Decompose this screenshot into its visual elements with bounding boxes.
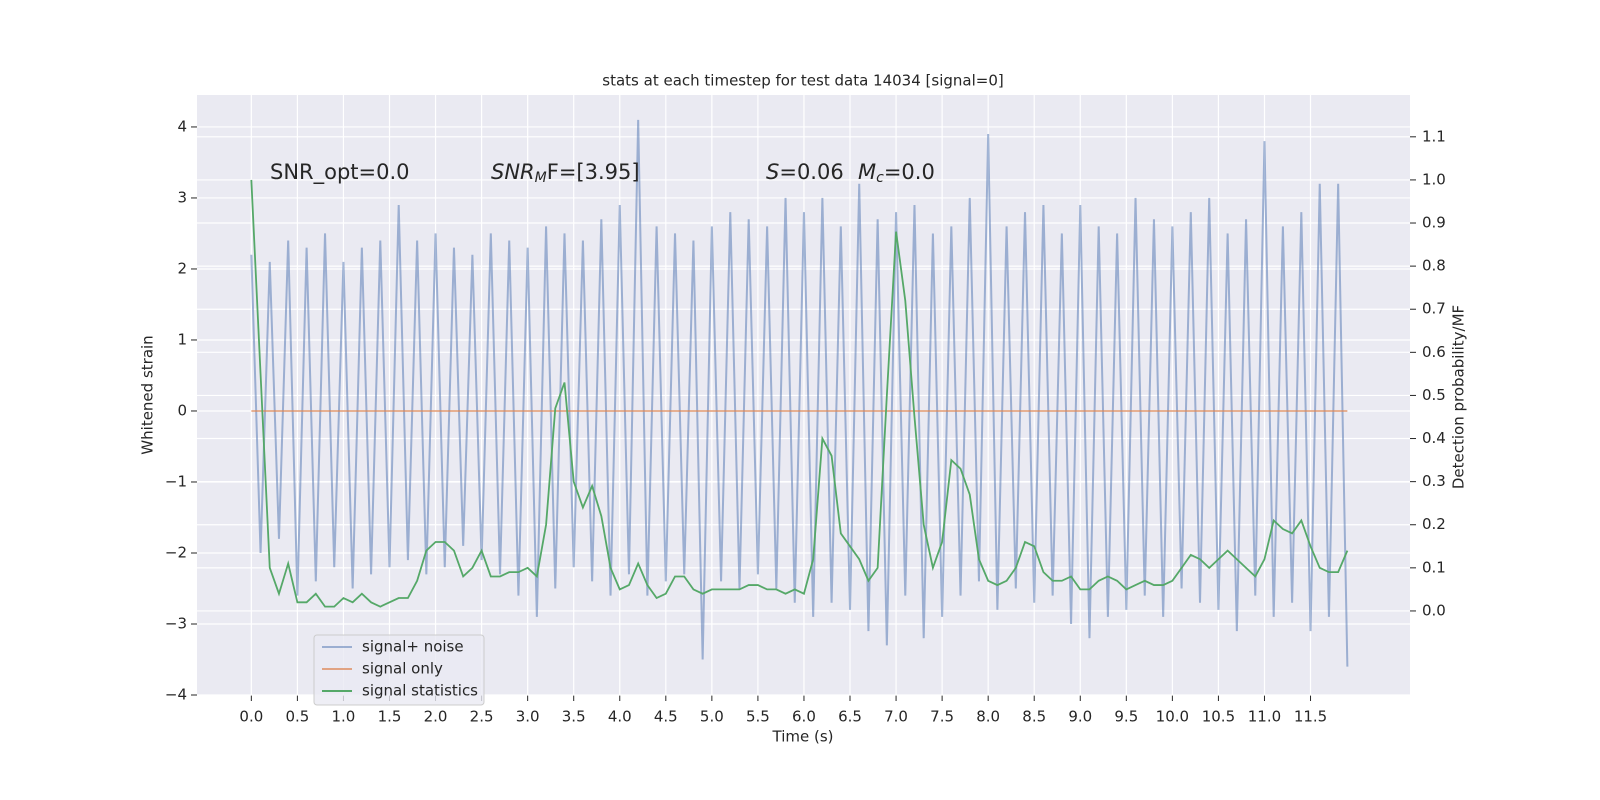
- annotation-sub: M: [535, 170, 547, 186]
- legend-label: signal+ noise: [362, 638, 464, 656]
- x-tick-label: 11.5: [1294, 708, 1327, 726]
- y-tick-label: −1: [165, 472, 187, 490]
- annotation-base: M: [858, 160, 876, 184]
- legend-box: [313, 634, 485, 706]
- x-tick-label: 6.0: [792, 708, 816, 726]
- x-tick-label: 9.0: [1068, 708, 1092, 726]
- y-tick-label: −2: [165, 543, 187, 561]
- x-tick-label: 0.0: [239, 708, 263, 726]
- x-tick-label: 2.5: [470, 708, 494, 726]
- annotation-rest: =0.0: [884, 160, 935, 184]
- x-tick-label: 4.5: [654, 708, 678, 726]
- chart-title: stats at each timestep for test data 140…: [602, 72, 1003, 90]
- x-axis-label: Time (s): [772, 728, 834, 746]
- annotation-base: SNR: [491, 160, 535, 184]
- legend-label: signal only: [362, 660, 443, 678]
- series-line: [250, 119, 1349, 667]
- annotation: SNR_opt=0.0: [270, 160, 410, 185]
- y-tick-label: 4: [177, 117, 187, 135]
- y2-tick-label: 1.0: [1422, 170, 1446, 188]
- x-tick-label: 1.0: [332, 708, 356, 726]
- annotation: Mc=0.0: [858, 160, 935, 186]
- y2-tick-label: 0.9: [1422, 214, 1446, 232]
- y2-tick-label: 0.1: [1422, 558, 1446, 576]
- x-tick-label: 8.5: [1022, 708, 1046, 726]
- x-tick-label: 8.0: [976, 708, 1000, 726]
- y2-tick-label: 1.1: [1422, 127, 1446, 145]
- x-tick-label: 2.0: [424, 708, 448, 726]
- y2-tick-label: 0.5: [1422, 386, 1446, 404]
- annotation: S=0.06: [766, 160, 844, 184]
- y2-tick-label: 0.7: [1422, 300, 1446, 318]
- x-tick-label: 4.0: [608, 708, 632, 726]
- x-tick-label: 7.5: [930, 708, 954, 726]
- y2-axis-label: Detection probability/MF: [1450, 305, 1468, 489]
- y-tick-label: 3: [177, 188, 187, 206]
- y2-tick-label: 0.8: [1422, 257, 1446, 275]
- series-line: [250, 179, 1349, 608]
- x-tick-label: 10.5: [1202, 708, 1235, 726]
- y2-tick-label: 0.6: [1422, 343, 1446, 361]
- annotation: SNRMF=[3.95]: [491, 160, 640, 186]
- x-tick-label: 3.5: [562, 708, 586, 726]
- y-tick-label: −3: [165, 614, 187, 632]
- y-tick-label: 0: [177, 401, 187, 419]
- x-tick-label: 3.0: [516, 708, 540, 726]
- x-tick-label: 1.5: [378, 708, 402, 726]
- y2-tick-label: 0.4: [1422, 429, 1446, 447]
- y2-tick-label: 0.3: [1422, 472, 1446, 490]
- y2-tick-label: 0.2: [1422, 515, 1446, 533]
- legend-label: signal statistics: [362, 682, 478, 700]
- x-tick-label: 0.5: [285, 708, 309, 726]
- annotation-rest: =0.06: [779, 160, 843, 184]
- y-tick-label: 1: [177, 330, 187, 348]
- x-tick-label: 6.5: [838, 708, 862, 726]
- x-tick-label: 5.0: [700, 708, 724, 726]
- y-axis-label: Whitened strain: [139, 335, 157, 454]
- x-tick-label: 11.0: [1248, 708, 1281, 726]
- y2-tick-label: 0.0: [1422, 601, 1446, 619]
- annotation-sub: c: [876, 170, 884, 186]
- y-tick-label: −4: [165, 686, 187, 704]
- x-tick-label: 5.5: [746, 708, 770, 726]
- y-tick-label: 2: [177, 259, 187, 277]
- x-tick-label: 7.0: [884, 708, 908, 726]
- annotation-base: S: [766, 160, 779, 184]
- x-tick-label: 10.0: [1156, 708, 1189, 726]
- annotation-rest: F=[3.95]: [547, 160, 640, 184]
- x-tick-label: 9.5: [1114, 708, 1138, 726]
